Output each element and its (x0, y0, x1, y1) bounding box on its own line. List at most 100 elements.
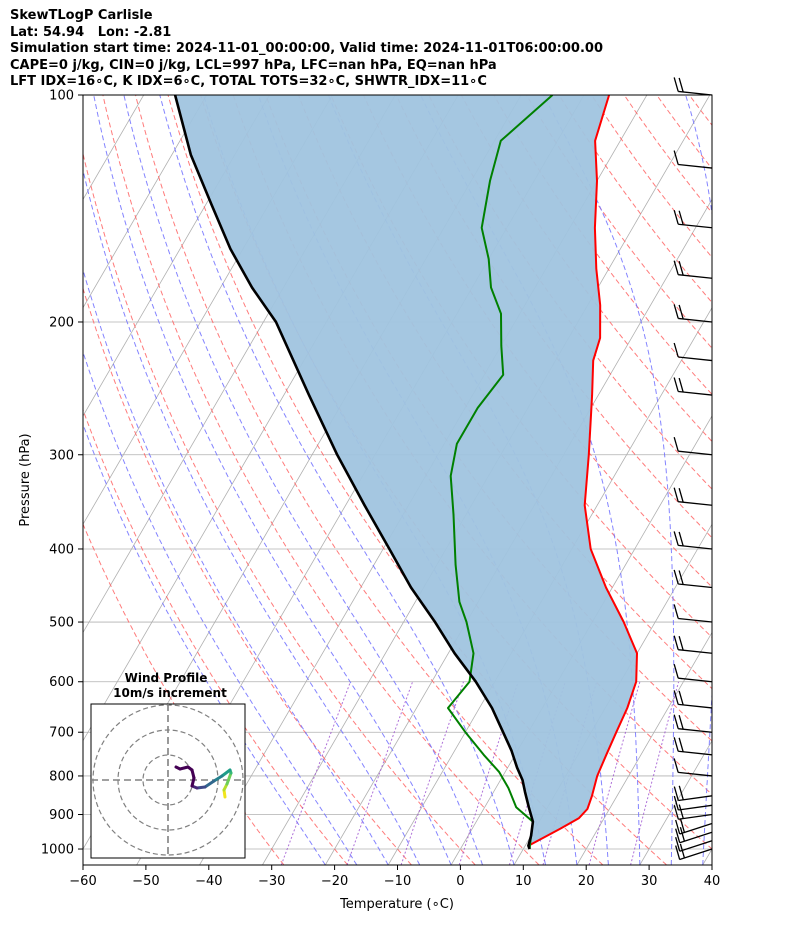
hodograph-content (91, 704, 245, 858)
wind-barb-flag (673, 210, 679, 225)
isotherm-line (766, 95, 794, 865)
wind-barb-flag (678, 304, 684, 320)
wind-barb-flag (678, 261, 684, 276)
wind-barb (673, 304, 713, 323)
wind-barb (673, 437, 713, 456)
wind-barb (673, 260, 713, 279)
wind-barb-staff (678, 649, 713, 654)
wind-barb-flag (673, 786, 679, 801)
wind-barb (675, 827, 713, 844)
x-tick-label: −60 (69, 874, 96, 889)
wind-barb-staff (678, 728, 713, 733)
x-tick-label: −30 (258, 874, 285, 889)
mixing-ratio-line (400, 681, 464, 865)
wind-barb (673, 690, 713, 709)
wind-barb (673, 635, 713, 654)
wind-barb-flag (678, 77, 684, 93)
wind-barb-staff (678, 750, 713, 756)
wind-barb (673, 758, 713, 777)
wind-barb-flag (678, 210, 684, 225)
mixing-ratio-line (280, 681, 351, 865)
mixing-ratio-line (458, 681, 519, 865)
wind-barb (673, 77, 713, 96)
y-tick-label: 700 (49, 726, 74, 741)
y-tick-label: 900 (49, 808, 74, 823)
wind-barb-flag (673, 690, 679, 705)
wind-barb-flag (678, 531, 684, 547)
wind-barb (673, 664, 713, 683)
x-tick-label: −20 (321, 874, 348, 889)
mixing-ratio-line (542, 681, 598, 865)
y-tick-label: 500 (49, 616, 74, 631)
mixing-ratio-line (630, 681, 680, 865)
wind-barb-flag (678, 785, 684, 801)
wind-barb (673, 150, 713, 169)
hodograph-trace-segment (220, 768, 232, 778)
wind-barb-flag (673, 531, 679, 546)
isotherm-line (83, 95, 207, 309)
wind-barb-staff (678, 317, 713, 323)
wind-barb (673, 737, 713, 756)
wind-barb-staff (679, 831, 713, 844)
wind-barb-flag (673, 377, 679, 392)
isotherm-line (0, 95, 81, 865)
wind-barb-staff (678, 617, 713, 623)
wind-barb-flag (678, 377, 684, 393)
wind-barb-flag (675, 845, 681, 860)
wind-barb (673, 531, 713, 550)
wind-barb-flag (673, 604, 679, 619)
dry-adiabat (102, 95, 540, 865)
location-line: Lat: 54.94 Lon: -2.81 (10, 24, 172, 40)
wind-barb-flag (679, 818, 686, 833)
hodograph-trace-segment (212, 774, 224, 783)
dry-adiabat (83, 286, 412, 865)
wind-barb-flag (673, 664, 679, 679)
wind-barb-staff (678, 813, 713, 820)
wind-barb-staff (678, 544, 713, 550)
cape-line: CAPE=0 j/kg, CIN=0 j/kg, LCL=997 hPa, LF… (10, 57, 497, 73)
temperature-line (527, 95, 638, 850)
wind-barb-staff (678, 223, 713, 229)
y-tick-label: 1000 (41, 843, 74, 858)
wind-barb-staff (678, 703, 713, 709)
mixing-ratio-line (508, 681, 566, 865)
wind-barb (673, 604, 713, 623)
wind-barb-flag (673, 714, 679, 729)
wind-barb-flag (678, 804, 684, 819)
wind-barb-flag (673, 150, 679, 165)
x-tick-label: −50 (132, 874, 159, 889)
dry-adiabat (83, 408, 349, 865)
wind-barb (675, 837, 713, 852)
x-tick-label: 10 (515, 874, 532, 889)
wind-barb-flag (673, 77, 679, 92)
wind-barb-flag (678, 690, 684, 706)
wind-barb-flag (673, 260, 679, 275)
wind-barb (673, 569, 713, 589)
x-tick-label: 0 (456, 874, 464, 889)
x-tick-label: 40 (704, 874, 721, 889)
wind-barb (673, 785, 713, 802)
isotherm-line (0, 95, 18, 865)
moist-adiabat (543, 95, 675, 865)
hodograph-subtitle: 10m/s increment (113, 686, 227, 700)
wind-barb-staff (679, 822, 713, 835)
wind-barb-staff (678, 274, 713, 279)
wind-barb (673, 342, 713, 362)
moist-adiabat (83, 422, 326, 865)
wind-barb-staff (678, 501, 713, 506)
wind-barb-staff (679, 840, 713, 852)
parcel-path-line (173, 95, 535, 850)
wind-barb (673, 804, 713, 820)
chart-title: SkewTLogP Carlisle (10, 8, 153, 23)
y-tick-label: 800 (49, 769, 74, 784)
wind-barb (673, 795, 713, 811)
wind-barb (673, 210, 713, 229)
mixing-ratio-line (588, 681, 641, 865)
wind-barb-staff (678, 163, 713, 169)
wind-barb-flag (678, 737, 684, 752)
moist-adiabat (83, 268, 389, 865)
wind-barb-flag (679, 827, 686, 842)
isotherm-line (83, 95, 270, 417)
y-tick-label: 300 (49, 448, 74, 463)
